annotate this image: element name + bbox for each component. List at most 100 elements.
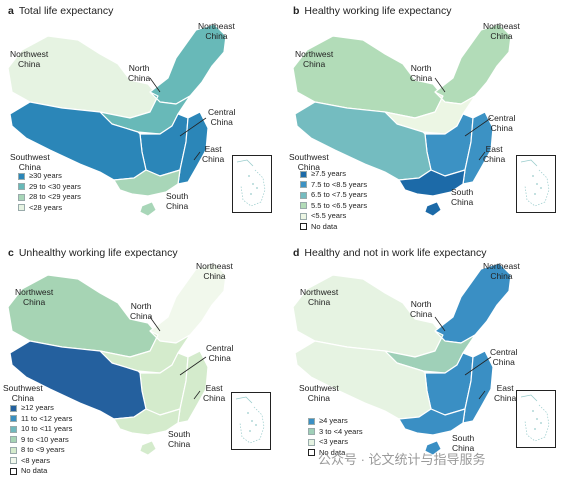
- region-label-south: South China: [168, 429, 191, 449]
- region-label-northwest: Northwest China: [295, 49, 334, 69]
- region-label-north: North China: [410, 63, 433, 83]
- legend: ≥30 years 29 to <30 years 28 to <29 years <…: [18, 171, 81, 213]
- legend-label: ≥30 years: [29, 171, 62, 180]
- legend-swatch: [308, 449, 315, 457]
- legend-item: 9 to <10 years: [10, 435, 72, 446]
- region-label-southwest: Southwest China: [289, 152, 329, 172]
- region-label-south: South China: [166, 191, 189, 211]
- legend-label: 9 to <10 years: [21, 434, 69, 444]
- legend-item: 3 to <4 years: [308, 427, 363, 438]
- panel-letter: a: [8, 5, 14, 17]
- leader-line-central: [179, 356, 207, 376]
- region-south: [398, 169, 466, 197]
- region-label-east: East China: [202, 144, 225, 164]
- region-east: [462, 350, 494, 424]
- legend-label: <5.5 years: [311, 211, 347, 220]
- inset-islands-icon: [520, 394, 550, 442]
- panel-d: d Healthy and not in work life expectancy…: [285, 239, 570, 478]
- panel-title-text: Unhealthy working life expectancy: [18, 247, 178, 259]
- legend-label: <8 years: [21, 455, 50, 465]
- legend-item: No data: [308, 448, 363, 459]
- legend-item: 5.5 to <6.5 years: [300, 201, 367, 212]
- legend-label: <28 years: [29, 202, 63, 212]
- legend-label: <3 years: [319, 437, 348, 446]
- legend-swatch: [10, 404, 17, 412]
- legend-item: ≥4 years: [308, 416, 363, 427]
- region-label-northwest: Northwest China: [15, 287, 54, 307]
- legend-item: 29 to <30 years: [18, 182, 81, 193]
- inset-islands-icon: [236, 159, 266, 207]
- region-north: [384, 91, 476, 135]
- legend: ≥7.5 years 7.5 to <8.5 years 6.5 to <7.5 y…: [300, 169, 367, 232]
- leader-line-north: [434, 316, 446, 332]
- region-north: [99, 330, 191, 374]
- legend-swatch: [300, 191, 307, 199]
- region-east: [177, 111, 209, 185]
- leader-line-central: [179, 117, 207, 137]
- region-label-central: Central China: [208, 107, 236, 127]
- legend-swatch: [300, 170, 307, 178]
- legend-item: ≥12 years: [10, 403, 72, 414]
- leader-line-north: [434, 77, 446, 93]
- legend-swatch: [10, 446, 17, 454]
- legend-swatch: [18, 172, 25, 180]
- legend: ≥4 years 3 to <4 years <3 years No data: [308, 416, 363, 458]
- leader-line-north: [149, 316, 161, 332]
- south-china-sea-inset: [516, 390, 556, 448]
- region-label-east: East China: [203, 383, 226, 403]
- panel-a: a Total life expectancy Northwest China Nor…: [0, 0, 285, 239]
- south-china-sea-inset: [516, 155, 556, 213]
- china-map: [7, 23, 227, 217]
- legend-item: 10 to <11 years: [10, 424, 72, 435]
- region-label-east: East China: [494, 383, 517, 403]
- legend-label: No data: [21, 466, 48, 475]
- region-label-southwest: Southwest China: [10, 152, 50, 172]
- region-east: [462, 111, 494, 185]
- region-label-north: North China: [128, 63, 151, 83]
- china-map: [7, 262, 227, 456]
- legend-item: 8 to <9 years: [10, 445, 72, 456]
- region-label-northeast: Northeast China: [483, 21, 520, 41]
- region-label-northeast: Northeast China: [198, 21, 235, 41]
- panel-b: b Healthy working life expectancy Northwes…: [285, 0, 570, 239]
- panel-title: d Healthy and not in work life expectancy: [293, 247, 487, 259]
- region-label-southwest: Southwest China: [3, 383, 43, 403]
- legend-swatch: [10, 457, 17, 465]
- legend-swatch: [10, 425, 17, 433]
- legend-swatch: [18, 204, 25, 212]
- leader-line-east: [478, 151, 486, 161]
- region-label-north: North China: [130, 301, 153, 321]
- legend-label: 7.5 to <8.5 years: [311, 179, 368, 189]
- legend-swatch: [300, 181, 307, 189]
- legend-label: 6.5 to <7.5 years: [311, 190, 368, 199]
- legend-label: No data: [319, 447, 346, 457]
- leader-line-east: [193, 151, 201, 161]
- legend-swatch: [308, 417, 315, 425]
- inset-islands-icon: [235, 396, 265, 444]
- inset-islands-icon: [520, 159, 550, 207]
- region-south: [398, 408, 466, 436]
- panel-title: c Unhealthy working life expectancy: [8, 247, 178, 259]
- region-label-northeast: Northeast China: [483, 261, 520, 281]
- legend-item: 11 to <12 years: [10, 414, 72, 425]
- region-label-southwest: Southwest China: [299, 383, 339, 403]
- region-north: [99, 91, 191, 135]
- region-label-east: East China: [483, 144, 506, 164]
- legend-item: <28 years: [18, 203, 81, 214]
- panel-title-text: Total life expectancy: [18, 5, 114, 17]
- region-label-central: Central China: [488, 113, 516, 133]
- legend-item: <8 years: [10, 456, 72, 467]
- leader-line-east: [193, 390, 201, 400]
- region-hainan-island: [139, 201, 157, 217]
- legend-label: No data: [311, 221, 338, 231]
- legend-label: 5.5 to <6.5 years: [311, 200, 368, 210]
- legend-label: 3 to <4 years: [319, 426, 363, 436]
- region-label-south: South China: [452, 433, 475, 453]
- legend-item: <3 years: [308, 437, 363, 448]
- legend-item: ≥7.5 years: [300, 169, 367, 180]
- legend-swatch: [10, 467, 17, 475]
- legend-swatch: [308, 438, 315, 446]
- panel-title-text: Healthy and not in work life expectancy: [304, 247, 487, 259]
- legend-label: 11 to <12 years: [21, 413, 73, 423]
- region-label-south: South China: [451, 187, 474, 207]
